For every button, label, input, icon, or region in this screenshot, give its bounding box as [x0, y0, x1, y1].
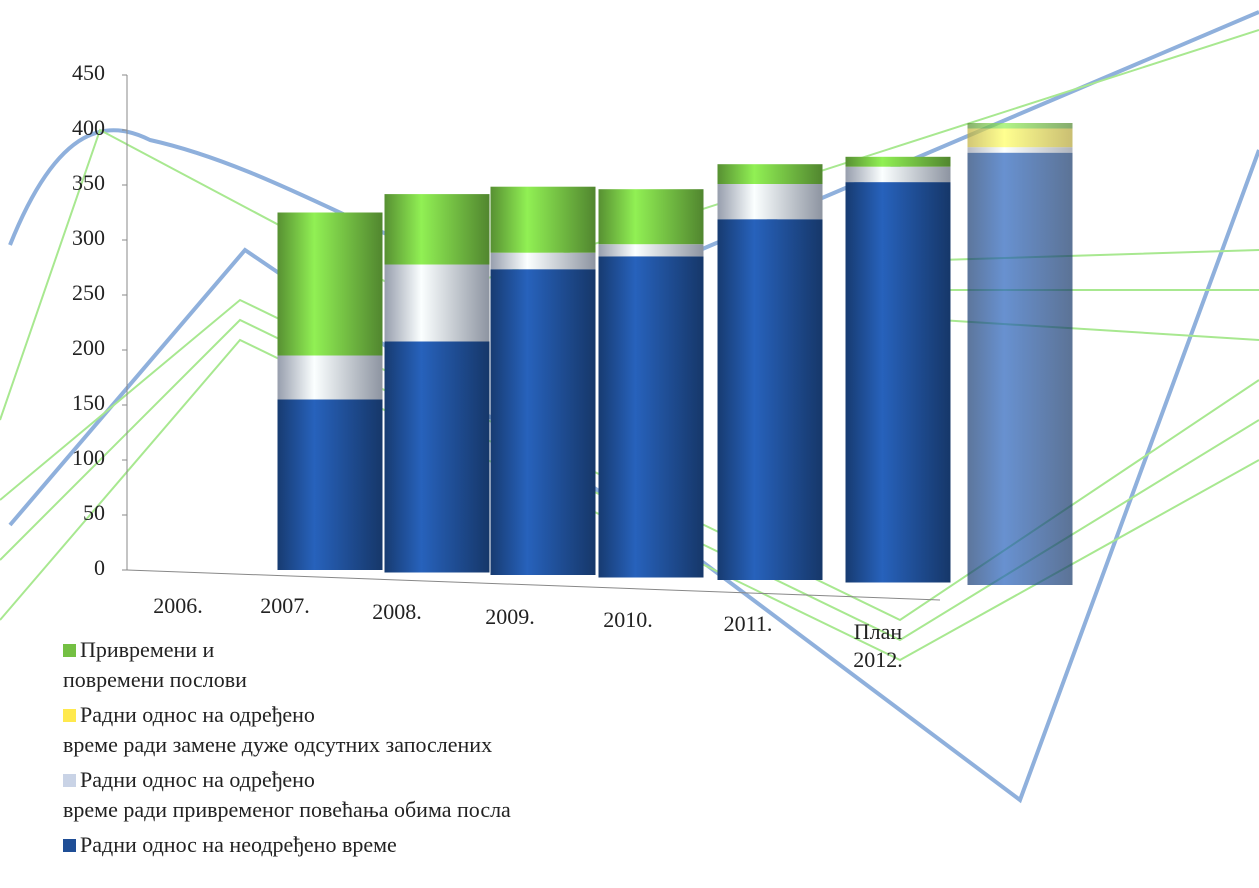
- x-tick-label: 2008.: [372, 599, 422, 624]
- legend-item: Радни однос на одређено време ради привр…: [63, 765, 511, 825]
- bar-segment: [967, 152, 1073, 585]
- legend-item: Привремени и повремени послови: [63, 635, 247, 695]
- bar-segment: [598, 244, 704, 257]
- legend-label: Радни однос на одређено време ради привр…: [63, 767, 511, 822]
- x-tick-label: 2007.: [260, 593, 310, 618]
- bar-segment: [845, 166, 951, 183]
- x-tick-label: 2011.: [723, 611, 773, 636]
- legend-swatch: [63, 644, 76, 657]
- legend-label: Привремени и повремени послови: [63, 637, 247, 692]
- bar-segment: [490, 252, 596, 270]
- y-tick-label: 0: [94, 555, 105, 580]
- bar-segment: [967, 128, 1073, 148]
- x-tick-label: План 2012.: [853, 619, 903, 672]
- bar-segment: [277, 212, 383, 356]
- x-tick-label: 2009.: [485, 604, 535, 629]
- bar-segment: [277, 399, 383, 570]
- x-axis: [126, 569, 941, 601]
- bar-segment: [845, 156, 951, 167]
- legend-item: Радни однос на одређено време ради замен…: [63, 700, 492, 760]
- bar-segment: [717, 164, 823, 184]
- bar-segment: [277, 355, 383, 400]
- y-tick-label: 100: [72, 445, 105, 470]
- y-tick-label: 150: [72, 390, 105, 415]
- legend-label: Радни однос на одређено време ради замен…: [63, 702, 493, 757]
- bar-segment: [384, 194, 490, 265]
- y-tick-label: 350: [72, 170, 105, 195]
- bar-segment: [384, 341, 490, 573]
- legend-swatch: [63, 709, 76, 722]
- bar-segment: [845, 182, 951, 583]
- bar-segment: [967, 147, 1073, 153]
- legend-swatch: [63, 774, 76, 787]
- legend-label: Радни однос на неодређено време: [80, 832, 397, 857]
- bar-segment: [717, 184, 823, 220]
- x-tick-label: 2010.: [603, 607, 653, 632]
- legend-swatch: [63, 839, 76, 852]
- y-tick-label: 200: [72, 335, 105, 360]
- bar-segment: [490, 186, 596, 253]
- legend-item: Радни однос на неодређено време: [63, 830, 397, 860]
- y-tick-label: 400: [72, 115, 105, 140]
- y-tick-label: 300: [72, 225, 105, 250]
- y-tick-label: 450: [72, 60, 105, 85]
- y-tick-label: 50: [83, 500, 105, 525]
- bar-segment: [598, 256, 704, 578]
- y-tick-label: 250: [72, 280, 105, 305]
- bar-segment: [598, 189, 704, 245]
- bar-segment: [384, 264, 490, 342]
- bar-segment: [967, 123, 1073, 129]
- bar-segment: [717, 219, 823, 580]
- x-tick-label: 2006.: [153, 593, 203, 618]
- bar-segment: [490, 269, 596, 575]
